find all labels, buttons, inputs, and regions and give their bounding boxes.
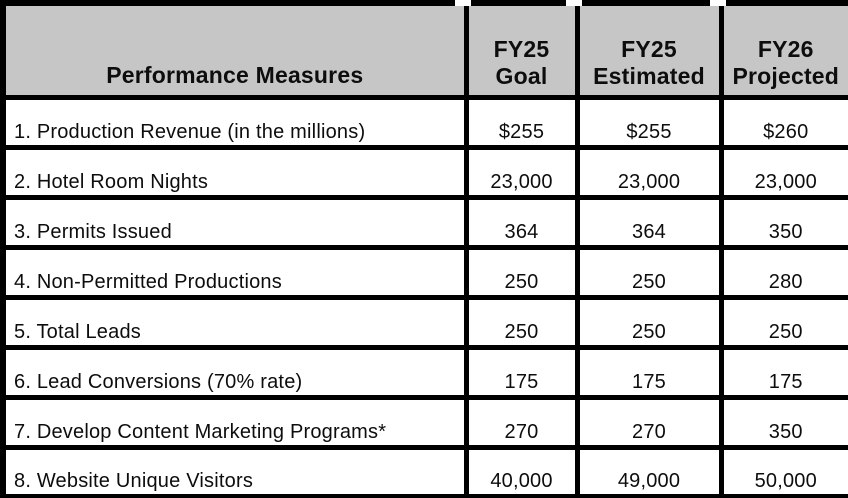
fy25-estimated-cell: 250 <box>574 244 724 300</box>
measure-label: 4. Non-Permitted Productions <box>0 244 469 300</box>
header-fy25-goal-line1: FY25 <box>493 36 550 63</box>
fy25-goal-cell: 250 <box>463 244 580 300</box>
table-row: 3. Permits Issued 364 364 350 <box>0 194 848 250</box>
fy25-goal-cell: 250 <box>463 294 580 350</box>
header-fy26-projected-line1: FY26 <box>757 36 814 63</box>
table-row: 8. Website Unique Visitors 40,000 49,000… <box>0 444 848 498</box>
measure-label: 7. Develop Content Marketing Programs* <box>0 394 469 450</box>
fy25-estimated-cell: 23,000 <box>574 144 724 200</box>
fy26-projected-cell: 175 <box>718 344 848 400</box>
table-row: 7. Develop Content Marketing Programs* 2… <box>0 394 848 450</box>
measure-label: 1. Production Revenue (in the millions) <box>0 94 469 150</box>
fy25-estimated-cell: 49,000 <box>574 444 724 498</box>
fy26-projected-cell: 50,000 <box>718 444 848 498</box>
measure-label: 5. Total Leads <box>0 294 469 350</box>
fy26-projected-cell: 350 <box>718 194 848 250</box>
table-row: 6. Lead Conversions (70% rate) 175 175 1… <box>0 344 848 400</box>
header-fy26-projected: FY26 Projected <box>718 0 848 100</box>
header-top-gap-divider <box>710 0 726 6</box>
header-top-gap-divider <box>455 0 471 6</box>
fy25-estimated-cell: 250 <box>574 294 724 350</box>
fy26-projected-cell: $260 <box>718 94 848 150</box>
table-row: 4. Non-Permitted Productions 250 250 280 <box>0 244 848 300</box>
table-row: 2. Hotel Room Nights 23,000 23,000 23,00… <box>0 144 848 200</box>
fy25-estimated-cell: 175 <box>574 344 724 400</box>
table-row: 1. Production Revenue (in the millions) … <box>0 94 848 150</box>
header-row: Performance Measures FY25 Goal FY25 Esti… <box>0 0 848 100</box>
measure-label: 3. Permits Issued <box>0 194 469 250</box>
fy25-estimated-cell: 270 <box>574 394 724 450</box>
fy26-projected-cell: 250 <box>718 294 848 350</box>
fy25-goal-cell: 364 <box>463 194 580 250</box>
header-fy25-estimated-line2: Estimated <box>593 63 705 90</box>
header-fy26-projected-line2: Projected <box>732 63 840 90</box>
fy26-projected-cell: 23,000 <box>718 144 848 200</box>
fy26-projected-cell: 280 <box>718 244 848 300</box>
header-fy25-goal-line2: Goal <box>495 63 548 90</box>
fy25-goal-cell: $255 <box>463 94 580 150</box>
fy25-estimated-cell: 364 <box>574 194 724 250</box>
table-row: 5. Total Leads 250 250 250 <box>0 294 848 350</box>
header-performance-measures-label: Performance Measures <box>106 62 364 89</box>
measure-label: 8. Website Unique Visitors <box>0 444 469 498</box>
fy26-projected-cell: 350 <box>718 394 848 450</box>
header-fy25-estimated: FY25 Estimated <box>574 0 724 100</box>
measure-label: 2. Hotel Room Nights <box>0 144 469 200</box>
fy25-goal-cell: 23,000 <box>463 144 580 200</box>
header-fy25-estimated-line1: FY25 <box>621 36 677 63</box>
header-fy25-goal: FY25 Goal <box>463 0 580 100</box>
fy25-goal-cell: 40,000 <box>463 444 580 498</box>
fy25-goal-cell: 175 <box>463 344 580 400</box>
header-top-gap-divider <box>566 0 582 6</box>
header-performance-measures: Performance Measures <box>0 0 469 100</box>
measure-label: 6. Lead Conversions (70% rate) <box>0 344 469 400</box>
fy25-estimated-cell: $255 <box>574 94 724 150</box>
fy25-goal-cell: 270 <box>463 394 580 450</box>
